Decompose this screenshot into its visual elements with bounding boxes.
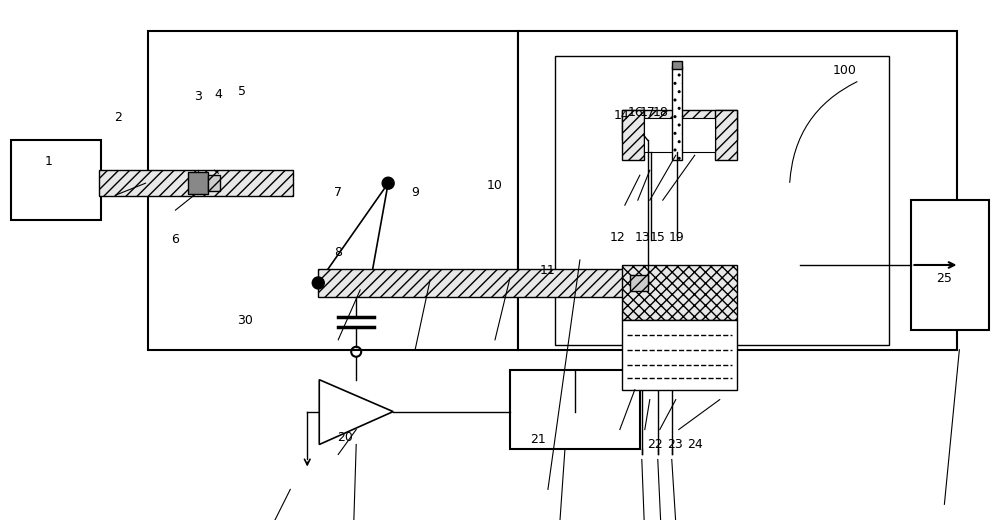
Bar — [99, 170, 293, 196]
Text: 23: 23 — [667, 439, 683, 452]
Circle shape — [382, 177, 394, 189]
Bar — [622, 320, 737, 390]
Bar — [715, 110, 737, 160]
Text: 12: 12 — [610, 231, 626, 244]
Bar — [911, 200, 989, 330]
Text: 7: 7 — [334, 187, 342, 200]
Bar — [622, 110, 737, 140]
Bar — [148, 31, 518, 350]
Bar — [510, 370, 640, 450]
Text: 10: 10 — [487, 179, 503, 192]
Text: 3: 3 — [194, 90, 202, 103]
Bar — [518, 31, 957, 350]
Text: 21: 21 — [530, 433, 546, 446]
Text: 15: 15 — [650, 231, 666, 244]
Text: 13: 13 — [635, 231, 651, 244]
Circle shape — [312, 277, 324, 289]
Bar — [188, 172, 208, 194]
Text: 9: 9 — [411, 187, 419, 200]
Bar — [11, 140, 101, 220]
Text: 5: 5 — [238, 85, 246, 98]
Text: 1: 1 — [45, 155, 53, 168]
Bar — [208, 175, 220, 191]
Bar — [318, 269, 688, 297]
Bar — [644, 118, 715, 152]
Bar — [630, 275, 648, 291]
Text: 22: 22 — [647, 439, 663, 452]
Text: 19: 19 — [669, 231, 685, 244]
Text: 11: 11 — [540, 264, 556, 277]
Text: 30: 30 — [237, 314, 253, 327]
Bar — [672, 60, 682, 69]
Polygon shape — [319, 380, 393, 444]
Text: 6: 6 — [172, 233, 179, 246]
Text: 17: 17 — [640, 106, 656, 119]
Bar — [622, 265, 737, 320]
Text: 4: 4 — [214, 88, 222, 101]
Text: 20: 20 — [337, 431, 353, 444]
Text: 8: 8 — [334, 246, 342, 259]
Text: 18: 18 — [653, 106, 669, 119]
Text: 100: 100 — [833, 64, 856, 77]
Text: 14: 14 — [614, 108, 630, 121]
Text: 25: 25 — [936, 272, 952, 285]
Bar — [555, 56, 889, 345]
Text: 16: 16 — [628, 106, 644, 119]
Text: 24: 24 — [687, 439, 703, 452]
Bar — [622, 110, 644, 160]
Text: 2: 2 — [115, 111, 122, 124]
Bar — [672, 66, 682, 160]
